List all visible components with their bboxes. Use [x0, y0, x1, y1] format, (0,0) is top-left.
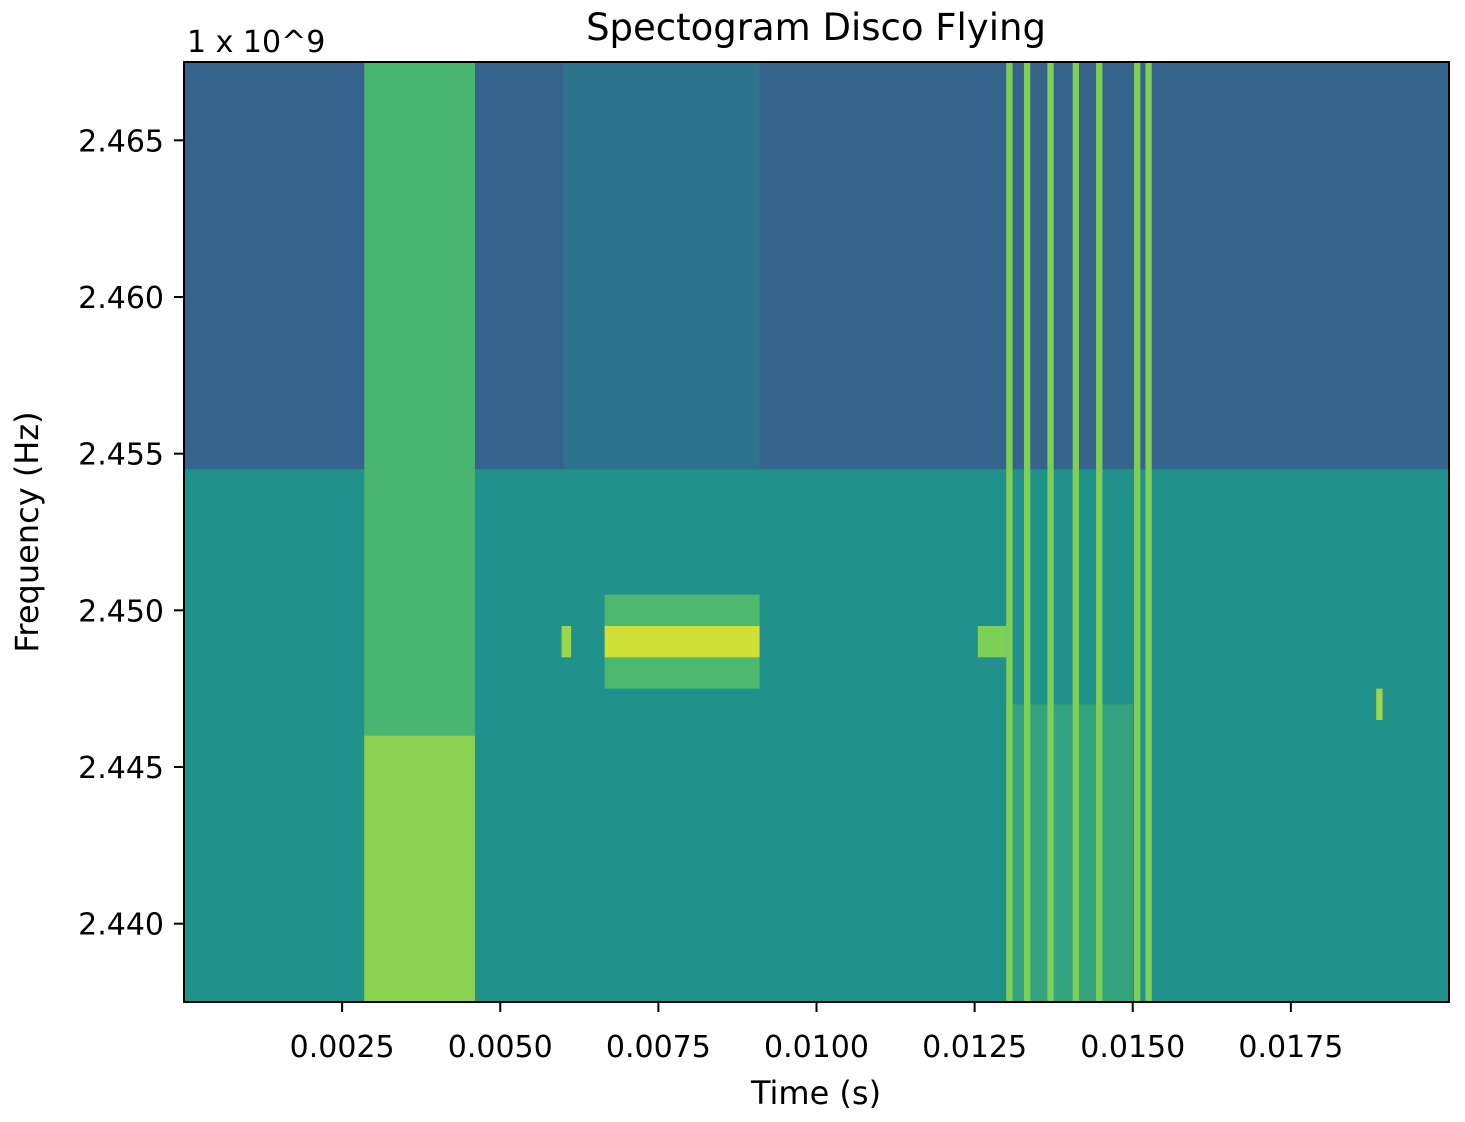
x-tick-label: 0.0175 — [1238, 1030, 1343, 1065]
y-tick-label: 2.440 — [78, 908, 164, 943]
y-tick-label: 2.465 — [78, 124, 164, 159]
signal-burst — [1023, 62, 1031, 1002]
heatmap-cells — [184, 62, 1449, 1002]
x-tick-label: 0.0025 — [290, 1030, 395, 1065]
signal-burst — [563, 62, 760, 470]
y-axis: 2.440 2.445 2.450 2.455 2.460 2.465 — [78, 124, 184, 943]
x-tick-label: 0.0150 — [1080, 1030, 1185, 1065]
y-axis-label: Frequency (Hz) — [8, 411, 46, 652]
signal-burst — [977, 626, 1007, 658]
y-tick-label: 2.460 — [78, 281, 164, 316]
signal-burst — [561, 626, 572, 658]
signal-burst — [1047, 62, 1054, 1002]
x-tick-label: 0.0050 — [448, 1030, 553, 1065]
y-tick-label: 2.450 — [78, 594, 164, 629]
signal-burst — [1134, 62, 1141, 1002]
x-axis: 0.0025 0.0050 0.0075 0.0100 0.0125 0.0150 0.01… — [290, 1002, 1343, 1065]
x-tick-label: 0.0075 — [606, 1030, 711, 1065]
signal-burst — [1006, 62, 1013, 1002]
chart-title: Spectogram Disco Flying — [586, 6, 1046, 49]
signal-burst — [1072, 62, 1079, 1002]
signal-burst — [1145, 62, 1152, 1002]
x-axis-label: Time (s) — [750, 1074, 881, 1112]
signal-burst — [1376, 688, 1383, 720]
y-tick-label: 2.455 — [78, 438, 164, 473]
signal-burst — [1096, 62, 1103, 1002]
y-offset-text: 1 x 10^9 — [187, 25, 325, 60]
y-tick-label: 2.445 — [78, 751, 164, 786]
signal-burst — [364, 735, 475, 1002]
x-tick-label: 0.0125 — [922, 1030, 1027, 1065]
signal-burst — [604, 626, 760, 658]
x-tick-label: 0.0100 — [764, 1030, 869, 1065]
